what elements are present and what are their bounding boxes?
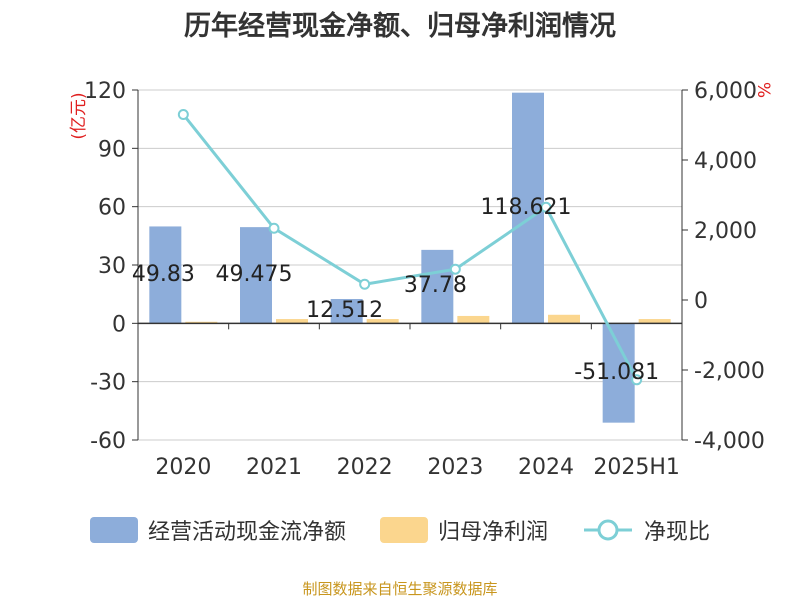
right-axis-unit: %: [753, 82, 773, 98]
category-label: 2025H1: [593, 455, 680, 480]
legend-label-cash: 经营活动现金流净额: [147, 520, 346, 545]
left-axis-tick-label: 90: [98, 137, 126, 162]
left-axis-tick-label: 60: [98, 196, 126, 221]
left-axis-unit: (亿元): [69, 92, 89, 139]
right-axis-tick-label: 4,000: [694, 149, 757, 174]
legend-swatch-ratio: [584, 519, 632, 541]
left-axis-tick-label: -60: [90, 429, 126, 454]
right-axis-tick-label: 2,000: [694, 219, 757, 244]
left-axis-tick-label: -30: [90, 371, 126, 396]
ratio-point: [449, 263, 461, 275]
category-label: 2021: [246, 455, 302, 480]
bar-cash-flow: [512, 92, 544, 324]
legend-item-cash[interactable]: 经营活动现金流净额: [89, 514, 346, 546]
legend-swatch-profit: [379, 517, 428, 543]
bar-net-profit: [185, 321, 218, 324]
left-axis-tick-label: 0: [112, 312, 126, 337]
category-label: 2022: [337, 455, 393, 480]
ratio-line: [182, 113, 638, 381]
category-label: 2023: [427, 455, 483, 480]
bar-value-label: 37.78: [404, 273, 467, 298]
left-axis-tick-label: 30: [98, 254, 126, 279]
bar-cash-flow: [149, 226, 182, 324]
right-axis-tick-label: -4,000: [694, 429, 765, 454]
ratio-point: [177, 109, 189, 120]
legend: 经营活动现金流净额 归母净利润 净现比: [0, 514, 800, 546]
category-label: 2024: [518, 455, 574, 480]
bar-value-label: 12.512: [306, 298, 383, 323]
bar-cash-flow: [330, 299, 363, 324]
legend-label-ratio: 净现比: [644, 520, 711, 545]
right-axis-tick-label: 0: [694, 289, 708, 314]
legend-swatch-cash: [89, 517, 138, 543]
ratio-point: [268, 222, 280, 234]
legend-item-profit[interactable]: 归母净利润: [379, 514, 548, 546]
bar-cash-flow: [602, 323, 635, 423]
category-label: 2020: [155, 455, 211, 480]
right-axis-tick-label: -2,000: [694, 359, 765, 384]
legend-item-ratio[interactable]: 净现比: [582, 514, 710, 546]
bar-net-profit: [366, 319, 399, 324]
bar-value-label: 49.83: [132, 262, 195, 287]
bar-net-profit: [638, 319, 671, 324]
legend-label-profit: 归母净利润: [437, 520, 548, 545]
left-axis-tick-label: 120: [84, 79, 126, 104]
bar-value-label: 49.475: [216, 262, 293, 287]
bar-cash-flow: [240, 227, 272, 324]
bar-net-profit: [457, 315, 490, 324]
ratio-point: [631, 374, 643, 386]
bar-cash-flow: [421, 249, 454, 324]
right-axis-tick-label: 6,000: [694, 79, 757, 104]
ratio-point: [540, 201, 552, 213]
bar-value-label: 118.621: [481, 195, 572, 220]
source-note: 制图数据来自恒生聚源数据库: [302, 580, 498, 598]
bar-net-profit: [276, 319, 308, 324]
ratio-point: [359, 278, 371, 290]
chart-title: 历年经营现金净额、归母净利润情况: [184, 11, 616, 42]
bar-net-profit: [548, 314, 580, 324]
bar-value-label: -51.081: [574, 360, 659, 385]
